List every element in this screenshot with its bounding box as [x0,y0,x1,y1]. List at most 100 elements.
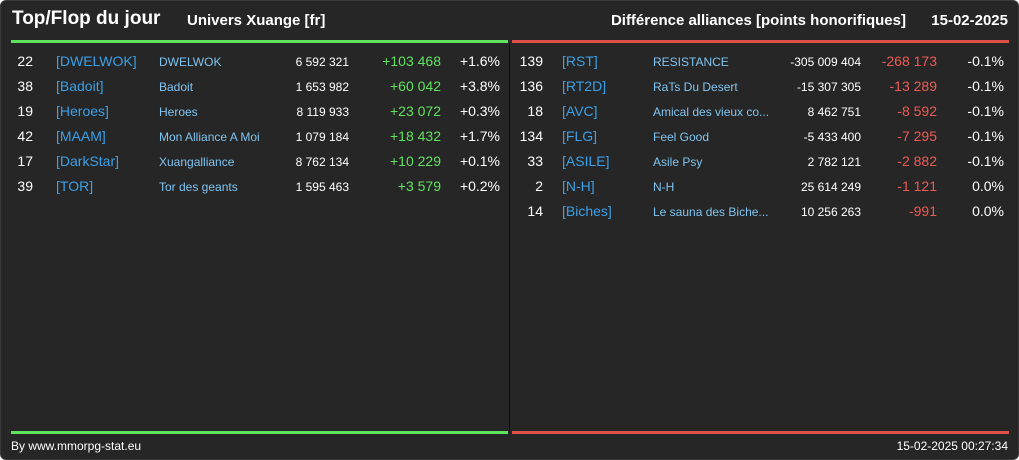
points-difference: -13 289 [889,78,937,94]
generated-timestamp: 15-02-2025 00:27:34 [896,439,1008,453]
points-difference: -8 592 [897,103,937,119]
alliance-name: N-H [653,180,675,194]
percent-change: +1.6% [459,53,500,69]
alliance-tag-link[interactable]: [AVC] [562,103,598,119]
list-item: 22 [DWELWOK] DWELWOK 6 592 321 +103 468 … [11,49,508,74]
list-item: 18 [AVC] Amical des vieux co... 8 462 75… [512,99,1009,124]
alliance-tag-link[interactable]: [N-H] [562,178,595,194]
list-item: 17 [DarkStar] Xuangalliance 8 762 134 +1… [11,149,508,174]
rank: 19 [17,103,33,119]
alliance-tag-link[interactable]: [TOR] [56,178,94,194]
percent-change: -0.1% [967,103,1004,119]
rank: 136 [519,78,543,94]
rank: 134 [519,128,543,144]
list-item: 136 [RT2D] RaTs Du Desert -15 307 305 -1… [512,74,1009,99]
alliance-name: RaTs Du Desert [653,80,738,94]
points-difference: -7 295 [897,128,937,144]
points-difference: +60 042 [390,78,441,94]
top-gainers-list: 22 [DWELWOK] DWELWOK 6 592 321 +103 468 … [11,49,508,199]
alliance-name: RESISTANCE [653,55,729,69]
alliance-name: Heroes [159,105,198,119]
alliance-name: Tor des geants [159,180,238,194]
list-item: 139 [RST] RESISTANCE -305 009 404 -268 1… [512,49,1009,74]
alliance-points: 8 762 134 [295,155,349,169]
alliance-name: Le sauna des Biche... [653,205,769,219]
top-losers-list: 139 [RST] RESISTANCE -305 009 404 -268 1… [512,49,1009,224]
alliance-points: 8 462 751 [807,105,861,119]
percent-change: +0.1% [459,153,500,169]
alliance-name: Mon Alliance A Moi [159,130,260,144]
list-item: 134 [FLG] Feel Good -5 433 400 -7 295 -0… [512,124,1009,149]
alliance-points: -15 307 305 [796,80,861,94]
points-difference: -1 121 [897,178,937,194]
alliance-tag-link[interactable]: [FLG] [562,128,598,144]
alliance-tag-link[interactable]: [DarkStar] [56,153,120,169]
alliance-name: Badoit [159,80,194,94]
alliance-tag-link[interactable]: [DWELWOK] [56,53,137,69]
list-item: 14 [Biches] Le sauna des Biche... 10 256… [512,199,1009,224]
rank: 22 [17,53,33,69]
rank: 42 [17,128,33,144]
alliance-points: 6 592 321 [295,55,349,69]
alliance-name: Asile Psy [653,155,703,169]
alliance-name: Xuangalliance [159,155,235,169]
alliance-points: 2 782 121 [807,155,861,169]
points-difference: +10 229 [390,153,441,169]
rank: 38 [17,78,33,94]
percent-change: -0.1% [967,128,1004,144]
percent-change: 0.0% [972,203,1004,219]
alliance-tag-link[interactable]: [RST] [562,53,598,69]
alliance-points: -5 433 400 [803,130,861,144]
alliance-tag-link[interactable]: [Badoit] [56,78,104,94]
percent-change: -0.1% [967,78,1004,94]
panel-divider [509,43,510,433]
alliance-name: Feel Good [653,130,710,144]
alliance-name: DWELWOK [159,55,222,69]
points-difference: -2 882 [897,153,937,169]
percent-change: +0.2% [459,178,500,194]
alliance-tag-link[interactable]: [RT2D] [562,78,607,94]
list-item: 42 [MAAM] Mon Alliance A Moi 1 079 184 +… [11,124,508,149]
universe-label: Univers Xuange [fr] [187,12,326,29]
header-date: 15-02-2025 [931,12,1008,29]
points-difference: +103 468 [382,53,441,69]
percent-change: +0.3% [459,103,500,119]
alliance-points: 1 079 184 [295,130,349,144]
rank: 33 [527,153,543,169]
list-item: 39 [TOR] Tor des geants 1 595 463 +3 579… [11,174,508,199]
alliance-tag-link[interactable]: [Heroes] [56,103,109,119]
source-credit: By www.mmorpg-stat.eu [11,439,142,453]
alliance-tag-link[interactable]: [Biches] [562,203,612,219]
percent-change: +1.7% [459,128,500,144]
list-item: 19 [Heroes] Heroes 8 119 933 +23 072 +0.… [11,99,508,124]
points-difference: +18 432 [390,128,441,144]
alliance-points: 10 256 263 [800,205,861,219]
header: Top/Flop du jour Univers Xuange [fr] Dif… [1,1,1018,39]
alliance-points: 25 614 249 [800,180,861,194]
alliance-points: 1 653 982 [295,80,349,94]
rank: 139 [519,53,543,69]
percent-change: +3.8% [459,78,500,94]
flop-panel-top-bar [512,40,1009,43]
list-item: 2 [N-H] N-H 25 614 249 -1 121 0.0% [512,174,1009,199]
alliance-tag-link[interactable]: [ASILE] [562,153,610,169]
top-panel-bottom-bar [11,431,508,434]
points-difference: -991 [908,203,937,219]
percent-change: -0.1% [967,153,1004,169]
alliance-tag-link[interactable]: [MAAM] [56,128,106,144]
alliance-points: -305 009 404 [790,55,861,69]
rank: 18 [527,103,543,119]
points-difference: +3 579 [397,178,441,194]
points-difference: -268 173 [881,53,937,69]
list-item: 38 [Badoit] Badoit 1 653 982 +60 042 +3.… [11,74,508,99]
percent-change: 0.0% [972,178,1004,194]
page-title: Top/Flop du jour [12,8,161,29]
ranking-subtitle: Différence alliances [points honorifique… [610,12,906,29]
alliance-points: 8 119 933 [296,105,350,119]
rank: 17 [17,153,33,169]
points-difference: +23 072 [390,103,441,119]
rank: 14 [527,203,543,219]
flop-panel-bottom-bar [512,431,1009,434]
rank: 2 [535,178,543,194]
